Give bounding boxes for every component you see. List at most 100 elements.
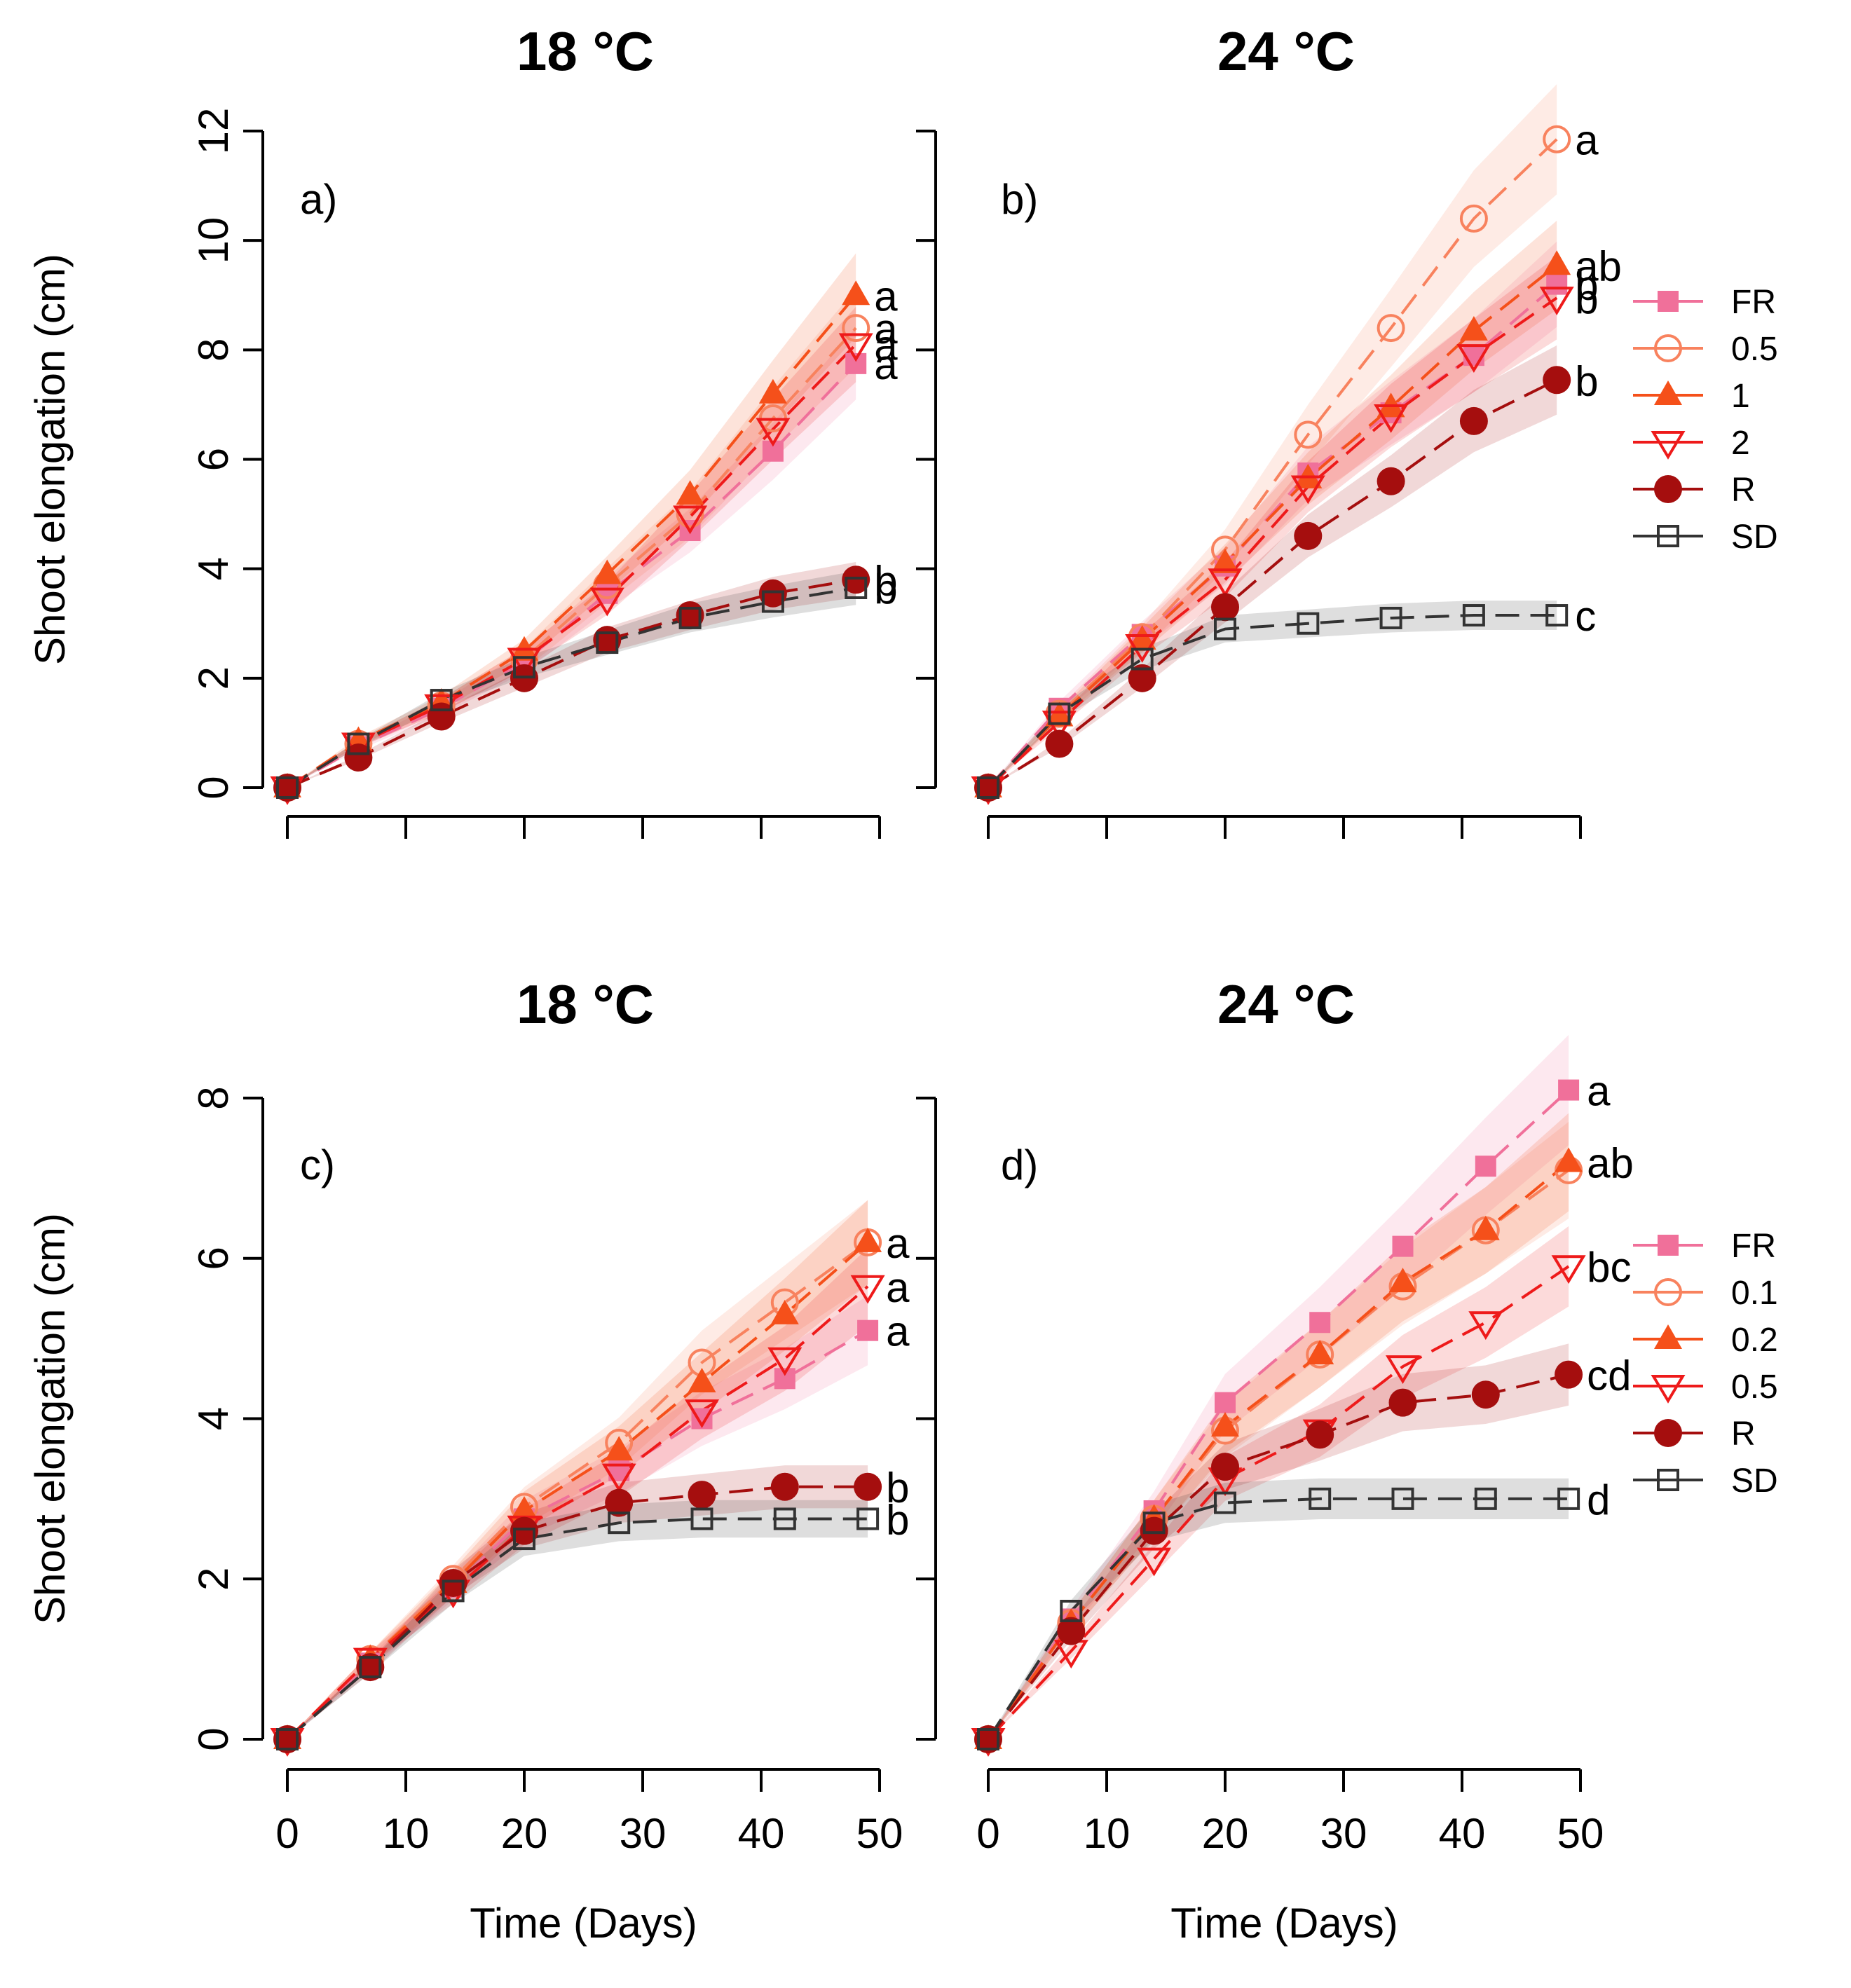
significance-letter-R: b: [1575, 357, 1598, 404]
series-line-SD: [286, 587, 856, 789]
data-point-SD: [1214, 617, 1236, 640]
confidence-band-0.5: [287, 1247, 868, 1739]
data-point-R: [1555, 1360, 1583, 1389]
confidence-band-SD: [287, 1500, 868, 1739]
confidence-band-0.5: [988, 1226, 1569, 1739]
x-tick-label: 40: [738, 1810, 785, 1857]
y-tick-label: 0: [190, 1727, 237, 1750]
confidence-band-SD: [988, 1478, 1569, 1739]
data-point-1: [593, 559, 622, 584]
legend-marker-0.5: [1651, 1375, 1686, 1404]
confidence-band-1: [988, 220, 1557, 788]
data-point-SD: [1142, 1511, 1166, 1535]
confidence-band-FR: [287, 1296, 868, 1739]
data-point-0.2: [854, 1227, 882, 1252]
data-point-0.2: [1555, 1147, 1583, 1172]
y-tick-label: 2: [190, 666, 237, 690]
data-point-R: [1377, 467, 1405, 495]
x-tick-label: 10: [1084, 1810, 1131, 1857]
legend-label-FR: FR: [1731, 284, 1776, 321]
data-point-SD: [442, 1579, 465, 1603]
data-point-R: [1211, 1453, 1239, 1481]
data-point-0.2: [1388, 1268, 1417, 1293]
data-point-0.2: [1211, 1411, 1239, 1437]
data-point-SD: [1545, 604, 1569, 627]
significance-letter-FR: b: [1575, 262, 1598, 309]
y-tick-label: 12: [190, 108, 237, 155]
data-point-SD: [1379, 606, 1402, 629]
x-tick-label: 30: [620, 1810, 667, 1857]
y-tick-label: 2: [190, 1568, 237, 1591]
panel-label: a): [300, 176, 337, 223]
data-point-0.5: [767, 1347, 802, 1376]
data-point-0.5: [850, 1275, 885, 1304]
data-point-0.5: [684, 1399, 720, 1428]
legend-marker-1: [1654, 381, 1682, 405]
confidence-band-SD: [988, 601, 1557, 788]
data-point-SD: [276, 776, 299, 799]
y-tick-label: 6: [190, 1247, 237, 1270]
x-tick-label: 40: [1439, 1810, 1486, 1857]
data-point-R: [1128, 664, 1156, 692]
data-point-R: [1306, 1420, 1334, 1449]
data-point-R: [1388, 1388, 1417, 1417]
series-line-0.5: [286, 327, 857, 789]
data-point-R: [1045, 729, 1074, 758]
data-point-R: [1294, 521, 1323, 550]
y-tick-label: 8: [190, 338, 237, 362]
data-point-SD: [845, 576, 868, 599]
series-line-0.1: [286, 1241, 869, 1741]
x-tick-label: 0: [976, 1810, 999, 1857]
series-line-R: [987, 378, 1558, 789]
data-point-0.5: [1543, 125, 1571, 153]
series-line-FR: [286, 1329, 869, 1741]
panel-title: 24 °C: [1217, 973, 1355, 1035]
data-point-0.2: [605, 1436, 634, 1461]
legend-label-2: 2: [1731, 425, 1750, 462]
significance-letter-1: ab: [1575, 242, 1622, 289]
significance-letter-0.2: ab: [1587, 1140, 1634, 1187]
data-point-SD: [1060, 1600, 1083, 1622]
data-point-SD: [430, 689, 453, 712]
legend-marker-0.2: [1654, 1324, 1682, 1349]
x-tick-label: 20: [1202, 1810, 1249, 1857]
data-point-SD: [773, 1507, 796, 1530]
data-point-1: [676, 480, 704, 505]
data-point-FR: [1558, 1079, 1580, 1101]
data-point-SD: [1462, 604, 1485, 627]
data-point-FR: [1309, 1312, 1331, 1334]
data-point-SD: [1297, 612, 1320, 635]
significance-letter-0.5: a: [874, 306, 898, 352]
data-point-R: [1057, 1617, 1086, 1645]
data-point-2: [507, 647, 542, 677]
data-point-SD: [977, 776, 999, 799]
data-point-SD: [1557, 1487, 1580, 1510]
legend-marker-R: [1654, 475, 1682, 503]
data-point-R: [510, 1516, 538, 1545]
data-point-2: [1539, 287, 1574, 316]
data-point-FR: [845, 352, 867, 374]
panel-label: b): [1001, 176, 1038, 223]
significance-letter-0.5: a: [1575, 117, 1599, 164]
x-axis-label: Time (Days): [1170, 1900, 1398, 1947]
data-point-1: [1211, 548, 1239, 573]
chart-panel-d: 24 °C 0 10 20 30 40 50 Time (Days) d) a ab bc cd d FR 0…: [916, 973, 1778, 1947]
data-point-SD: [678, 606, 702, 629]
data-point-SD: [690, 1507, 713, 1530]
confidence-band-R: [988, 1343, 1569, 1739]
data-point-0.2: [1306, 1340, 1334, 1364]
data-point-R: [854, 1472, 882, 1501]
legend-marker-0.5: [1654, 334, 1682, 362]
significance-letter-0.5: bc: [1587, 1244, 1631, 1291]
data-point-0.5: [1551, 1255, 1586, 1284]
significance-letter-1: a: [874, 273, 898, 320]
significance-letter-R: b: [874, 557, 897, 604]
x-tick-label: 50: [856, 1810, 903, 1857]
data-point-R: [974, 774, 1002, 802]
data-point-FR: [1475, 1156, 1496, 1177]
data-point-0.5: [1385, 1355, 1421, 1385]
y-axis-label: Shoot elongation (cm): [27, 1213, 74, 1624]
significance-letter-SD: b: [886, 1496, 909, 1543]
data-point-R: [1543, 366, 1571, 395]
chart-panel-c: 18 °C 0 2 4 6 8 0 10 20 30 40 50 Shoot elongation (c…: [27, 973, 910, 1947]
